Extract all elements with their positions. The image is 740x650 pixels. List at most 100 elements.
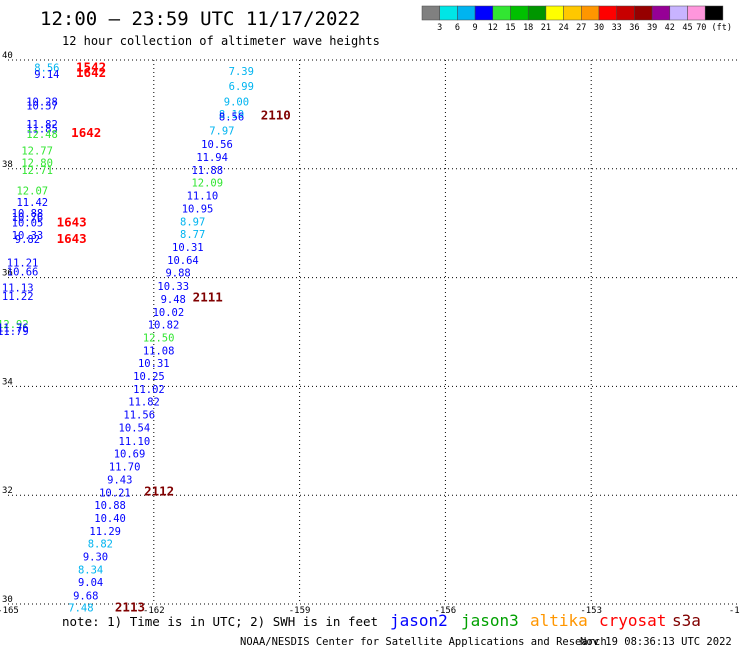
footer-note: note: 1) Time is in UTC; 2) SWH is in fe… [62, 614, 378, 629]
wave-height-value: 10.21 [99, 487, 131, 499]
wave-height-value: 11.10 [119, 436, 151, 448]
pass-time-label: 2113 [115, 599, 145, 614]
wave-height-value: 10.33 [157, 281, 189, 293]
color-scale-label: 9 [473, 23, 478, 33]
color-scale-label: 70 (ft) [696, 23, 732, 33]
wave-height-value: 8.19 [219, 109, 244, 121]
y-tick-label: 36 [2, 269, 13, 279]
color-scale-swatch [704, 5, 724, 21]
color-scale-swatch [687, 5, 706, 21]
wave-height-value: 8.82 [88, 539, 113, 551]
chart-title: 12:00 – 23:59 UTC 11/17/2022 [40, 8, 360, 30]
grid-lines [8, 59, 737, 605]
color-scale-label: 33 [612, 23, 622, 33]
pass-time-label: 2111 [193, 290, 223, 305]
wave-height-value: 8.56 [219, 112, 244, 124]
wave-height-value: 9.48 [161, 294, 186, 306]
x-tick-label: -156 [435, 606, 457, 616]
wave-height-value: 10.28 [26, 96, 58, 108]
wave-height-value: 9.30 [83, 552, 108, 564]
wave-height-value: 12.07 [16, 186, 48, 198]
wave-height-value: 12.09 [191, 177, 223, 189]
wave-height-value: 10.82 [148, 319, 180, 331]
color-scale-swatch [457, 5, 476, 21]
wave-height-value: 11.94 [196, 152, 228, 164]
wave-height-value: 11.08 [143, 345, 175, 357]
color-scale-label: 30 [594, 23, 604, 33]
wave-height-value: 10.66 [7, 267, 39, 279]
color-scale-swatch [581, 5, 600, 21]
color-scale-label: 3 [437, 23, 442, 33]
pass-time-label: 1643 [57, 215, 87, 230]
wave-height-value: 11.82 [128, 397, 160, 409]
footer-credit: NOAA/NESDIS Center for Satellite Applica… [240, 636, 607, 648]
color-scale-swatch [527, 5, 547, 21]
color-scale-label: 15 [505, 23, 515, 33]
color-scale-label: 24 [558, 23, 568, 33]
y-tick-label: 34 [2, 377, 13, 387]
wave-height-value: 11.13 [2, 282, 34, 294]
wave-height-value: 11.76 [0, 323, 29, 335]
wave-height-value: 10.02 [153, 307, 185, 319]
satellite-label-s3a: s3a [672, 611, 701, 630]
color-scale-label: 42 [665, 23, 675, 33]
color-scale-swatch [439, 5, 458, 21]
x-tick-label: -15 [729, 606, 740, 616]
wave-height-value: 11.56 [123, 410, 155, 422]
wave-height-value: 9.82 [15, 234, 40, 246]
x-tick-label: -159 [289, 606, 311, 616]
wave-height-value: 10.33 [12, 230, 44, 242]
x-tick-label: -162 [143, 606, 165, 616]
wave-height-value: 11.21 [7, 257, 39, 269]
color-scale-swatch [510, 5, 529, 21]
wave-height-value: 12.71 [21, 165, 53, 177]
wave-height-value: 10.69 [114, 448, 146, 460]
footer-timestamp: Nov 19 08:36:13 UTC 2022 [580, 636, 732, 648]
satellite-label-jason3: jason3 [461, 611, 519, 630]
color-scale-label: 39 [647, 23, 657, 33]
pass-time-label: 1642 [71, 125, 101, 140]
y-tick-label: 32 [2, 486, 13, 496]
wave-height-value: 7.39 [229, 66, 254, 78]
y-tick-labels: 40 38 36 34 32 30 [2, 51, 13, 605]
x-tick-label: -153 [580, 606, 602, 616]
x-tick-labels: -165 -162 -159 -156 -153 -15 [0, 606, 740, 616]
color-scale-swatch [616, 5, 635, 21]
color-scale-swatch [421, 5, 440, 21]
wave-height-value: 12.92 [0, 319, 29, 331]
wave-height-value: 9.00 [224, 96, 249, 108]
y-tick-label: 40 [2, 51, 13, 61]
pass-time-label: 1642 [76, 65, 106, 80]
wave-height-value: 12.77 [21, 145, 53, 157]
wave-height-value: 12.80 [21, 157, 53, 169]
color-scale-legend: 3 6 9 12 15 18 21 24 27 30 33 36 39 42 45 70 (ft) [421, 5, 732, 33]
color-scale-label: 45 [682, 23, 692, 33]
color-scale-swatch [474, 5, 494, 21]
wave-height-value: 10.31 [138, 358, 170, 370]
pass-time-label: 2112 [144, 483, 174, 498]
wave-height-value: 11.22 [2, 291, 34, 303]
wave-height-value: 11.42 [16, 197, 48, 209]
wave-height-value: 10.56 [201, 139, 233, 151]
wave-height-value: 11.88 [191, 165, 223, 177]
color-scale-swatch [545, 5, 564, 21]
chart-subtitle: 12 hour collection of altimeter wave hei… [62, 34, 380, 48]
x-tick-label: -165 [0, 606, 19, 616]
wave-height-value: 8.77 [180, 229, 205, 241]
wave-height-value: 11.70 [109, 461, 141, 473]
wave-height-value: 10.25 [133, 371, 165, 383]
wave-height-labels: 8.569.1410.2810.3711.8211.8512.4812.7712… [0, 63, 254, 615]
wave-height-value: 9.68 [73, 590, 98, 602]
wave-height-value: 9.04 [78, 577, 103, 589]
wave-height-value: 11.29 [89, 526, 121, 538]
color-scale-label: 12 [488, 23, 498, 33]
wave-height-value: 10.40 [94, 513, 126, 525]
color-scale-swatch [634, 5, 653, 21]
satellite-label-cryosat: cryosat [599, 611, 666, 630]
wave-height-value: 10.88 [94, 500, 126, 512]
pass-time-label: 2110 [261, 107, 291, 122]
pass-time-label: 1643 [57, 231, 87, 246]
satellite-label-jason2: jason2 [390, 611, 448, 630]
